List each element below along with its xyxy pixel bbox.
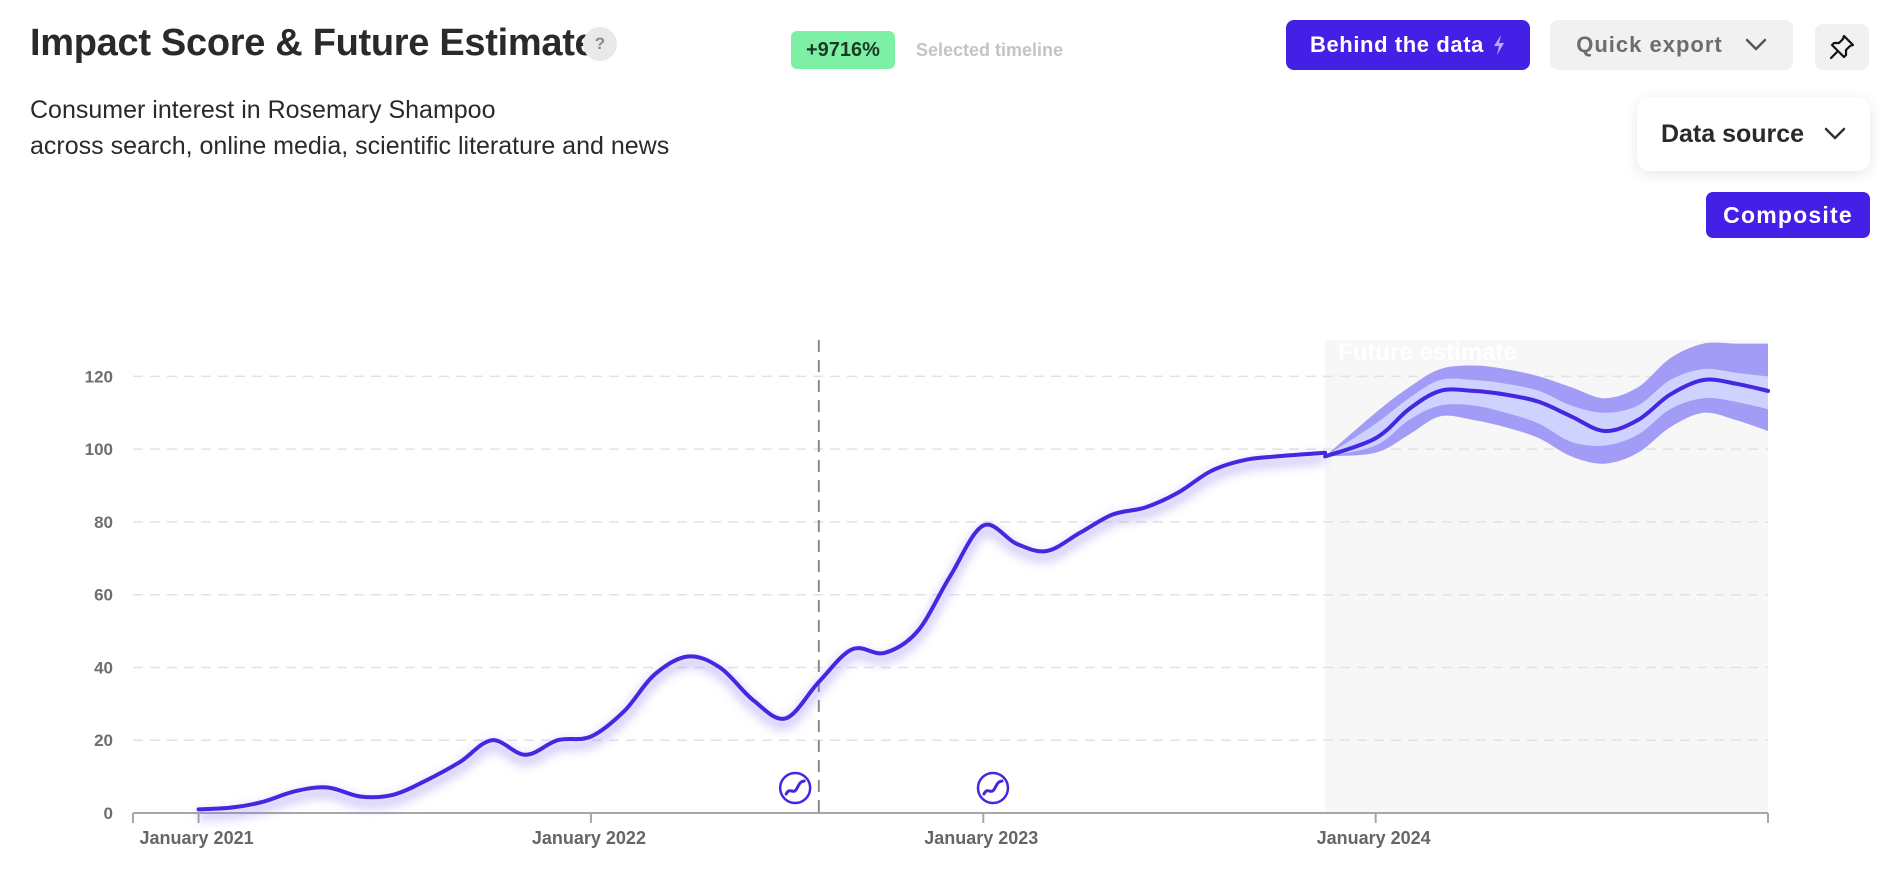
historical-line-shadow xyxy=(198,453,1326,821)
x-tick-label: January 2021 xyxy=(140,828,254,848)
quick-export-button[interactable]: Quick export xyxy=(1550,20,1793,70)
historical-line xyxy=(196,450,1328,812)
x-tick-label: January 2023 xyxy=(924,828,1038,848)
y-tick-label: 40 xyxy=(94,658,113,677)
behind-the-data-button[interactable]: Behind the data xyxy=(1286,20,1530,70)
trend-event-circle xyxy=(778,771,812,805)
chevron-down-icon xyxy=(1824,127,1846,140)
forecast-line xyxy=(1323,377,1770,459)
future-estimate-label: Future estimate xyxy=(1338,339,1517,366)
behind-the-data-label: Behind the data xyxy=(1309,32,1484,57)
chevron-down-icon xyxy=(1745,38,1766,51)
subtitle-line-2: across search, online media, scientific … xyxy=(30,132,670,160)
help-icon: ? xyxy=(594,34,606,53)
y-tick-label: 100 xyxy=(85,440,113,459)
pin-button[interactable] xyxy=(1815,24,1869,70)
y-tick-label: 20 xyxy=(94,731,113,750)
y-tick-label: 60 xyxy=(94,586,113,605)
subtitle-line-1: Consumer interest in Rosemary Shampoo xyxy=(30,96,496,124)
trend-event-icon xyxy=(778,771,812,805)
timeline-label: Selected timeline xyxy=(916,40,1064,60)
page-title: Impact Score & Future Estimate xyxy=(30,22,596,64)
lightning-icon xyxy=(1494,35,1504,55)
help-button[interactable]: ? xyxy=(583,27,617,61)
trend-event-circle xyxy=(976,771,1010,805)
data-source-label: Data source xyxy=(1660,119,1805,148)
y-tick-label: 0 xyxy=(104,804,113,823)
data-source-dropdown[interactable]: Data source xyxy=(1637,97,1870,171)
composite-button[interactable]: Composite xyxy=(1706,192,1870,238)
change-badge: +9716% xyxy=(791,31,895,69)
quick-export-label: Quick export xyxy=(1576,32,1723,57)
trend-event-icon xyxy=(976,771,1010,805)
y-tick-label: 80 xyxy=(94,513,113,532)
x-tick-label: January 2022 xyxy=(532,828,646,848)
y-tick-label: 120 xyxy=(85,367,113,386)
x-tick-label: January 2024 xyxy=(1317,828,1431,848)
trend-event-glyph xyxy=(982,779,1004,796)
subtitle: Consumer interest in Rosemary Shampoo ac… xyxy=(30,92,669,164)
trend-event-glyph xyxy=(784,779,806,796)
pin-icon xyxy=(1829,34,1855,60)
